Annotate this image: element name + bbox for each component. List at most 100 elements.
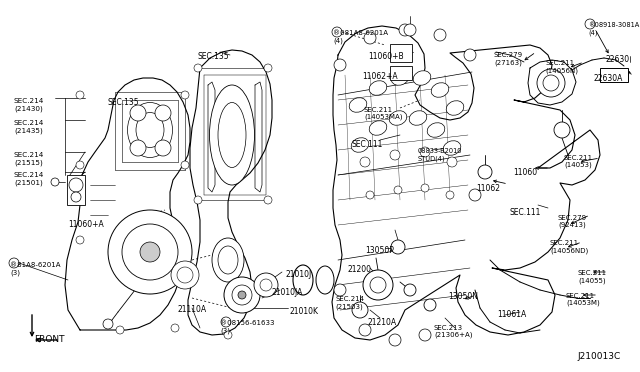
Circle shape — [108, 210, 192, 294]
Circle shape — [334, 59, 346, 71]
Text: 21010J: 21010J — [285, 270, 311, 279]
Circle shape — [171, 261, 199, 289]
Circle shape — [370, 277, 386, 293]
Text: SEC.111: SEC.111 — [352, 140, 383, 149]
Text: SEC.111: SEC.111 — [510, 208, 541, 217]
Ellipse shape — [389, 111, 407, 125]
Bar — [390, 44, 412, 62]
Circle shape — [76, 91, 84, 99]
Circle shape — [9, 258, 19, 268]
Text: SEC.211
(14053MA): SEC.211 (14053MA) — [364, 107, 403, 121]
Circle shape — [421, 184, 429, 192]
Text: SEC.279
(27163): SEC.279 (27163) — [494, 52, 523, 65]
Circle shape — [224, 277, 260, 313]
Text: 11060: 11060 — [513, 168, 537, 177]
Circle shape — [352, 302, 368, 318]
Circle shape — [254, 273, 278, 297]
Bar — [67, 175, 85, 205]
Circle shape — [238, 291, 246, 299]
Text: SEC.214
(21515): SEC.214 (21515) — [14, 152, 44, 166]
Text: 21010JA: 21010JA — [272, 288, 303, 297]
Ellipse shape — [369, 121, 387, 135]
Text: J210013C: J210013C — [577, 352, 620, 361]
Circle shape — [543, 75, 559, 91]
Circle shape — [71, 192, 81, 202]
Text: SEC.135: SEC.135 — [198, 52, 230, 61]
Text: ®08918-3081A
(4): ®08918-3081A (4) — [588, 22, 639, 35]
Text: SEC.214
(21503): SEC.214 (21503) — [335, 296, 364, 310]
Ellipse shape — [349, 98, 367, 112]
Circle shape — [194, 196, 202, 204]
Bar — [390, 66, 412, 80]
Ellipse shape — [212, 238, 244, 282]
Circle shape — [181, 91, 189, 99]
Text: 21210A: 21210A — [368, 318, 397, 327]
Ellipse shape — [218, 246, 238, 274]
Text: SEC.211
(14056ND): SEC.211 (14056ND) — [550, 240, 588, 253]
Circle shape — [554, 122, 570, 138]
Circle shape — [171, 324, 179, 332]
Circle shape — [194, 64, 202, 72]
Circle shape — [264, 64, 272, 72]
Circle shape — [155, 140, 171, 156]
Text: SEC.279
(92413): SEC.279 (92413) — [558, 215, 587, 228]
Text: SEC.214
(21501): SEC.214 (21501) — [14, 172, 44, 186]
Text: 21110A: 21110A — [178, 305, 207, 314]
Text: SEC.213
(21306+A): SEC.213 (21306+A) — [434, 325, 472, 339]
Text: ®08156-61633
(3): ®08156-61633 (3) — [220, 320, 275, 334]
Circle shape — [140, 242, 160, 262]
Text: 11060+B: 11060+B — [368, 52, 404, 61]
Circle shape — [122, 224, 178, 280]
Circle shape — [366, 191, 374, 199]
Circle shape — [389, 334, 401, 346]
Circle shape — [363, 270, 393, 300]
Text: FRONT: FRONT — [34, 335, 65, 344]
Text: 21200: 21200 — [347, 265, 371, 274]
Circle shape — [221, 317, 231, 327]
Ellipse shape — [413, 71, 431, 85]
Circle shape — [360, 157, 370, 167]
Circle shape — [391, 240, 405, 254]
Text: 08833-B2010
STUD(4): 08833-B2010 STUD(4) — [418, 148, 463, 161]
Text: 11062: 11062 — [476, 184, 500, 193]
Circle shape — [155, 105, 171, 121]
Ellipse shape — [369, 81, 387, 95]
Circle shape — [464, 49, 476, 61]
Circle shape — [103, 319, 113, 329]
Circle shape — [116, 326, 124, 334]
Circle shape — [359, 324, 371, 336]
Text: SEC.211
(14055): SEC.211 (14055) — [578, 270, 607, 283]
Text: 22630A: 22630A — [593, 74, 622, 83]
Circle shape — [364, 32, 376, 44]
Circle shape — [130, 105, 146, 121]
Circle shape — [434, 29, 446, 41]
Circle shape — [420, 147, 430, 157]
Text: ®081A8-6201A
(4): ®081A8-6201A (4) — [333, 30, 388, 44]
Circle shape — [334, 284, 346, 296]
Ellipse shape — [316, 266, 334, 294]
Circle shape — [332, 27, 342, 37]
Circle shape — [76, 236, 84, 244]
Text: 21010K: 21010K — [290, 307, 319, 316]
Circle shape — [76, 161, 84, 169]
Circle shape — [424, 299, 436, 311]
Ellipse shape — [431, 83, 449, 97]
Text: 11061A: 11061A — [497, 310, 526, 319]
Ellipse shape — [444, 141, 461, 155]
Circle shape — [469, 189, 481, 201]
Text: 22630: 22630 — [606, 55, 630, 64]
Circle shape — [478, 165, 492, 179]
Circle shape — [390, 150, 400, 160]
Text: 11062+A: 11062+A — [362, 72, 397, 81]
Circle shape — [446, 191, 454, 199]
Circle shape — [177, 267, 193, 283]
Circle shape — [404, 24, 416, 36]
Circle shape — [260, 279, 272, 291]
Ellipse shape — [209, 85, 255, 185]
Circle shape — [51, 178, 59, 186]
Circle shape — [585, 19, 595, 29]
Circle shape — [419, 329, 431, 341]
Bar — [600, 68, 628, 82]
Ellipse shape — [218, 103, 246, 167]
Text: SEC.211
(14053M): SEC.211 (14053M) — [566, 293, 600, 307]
